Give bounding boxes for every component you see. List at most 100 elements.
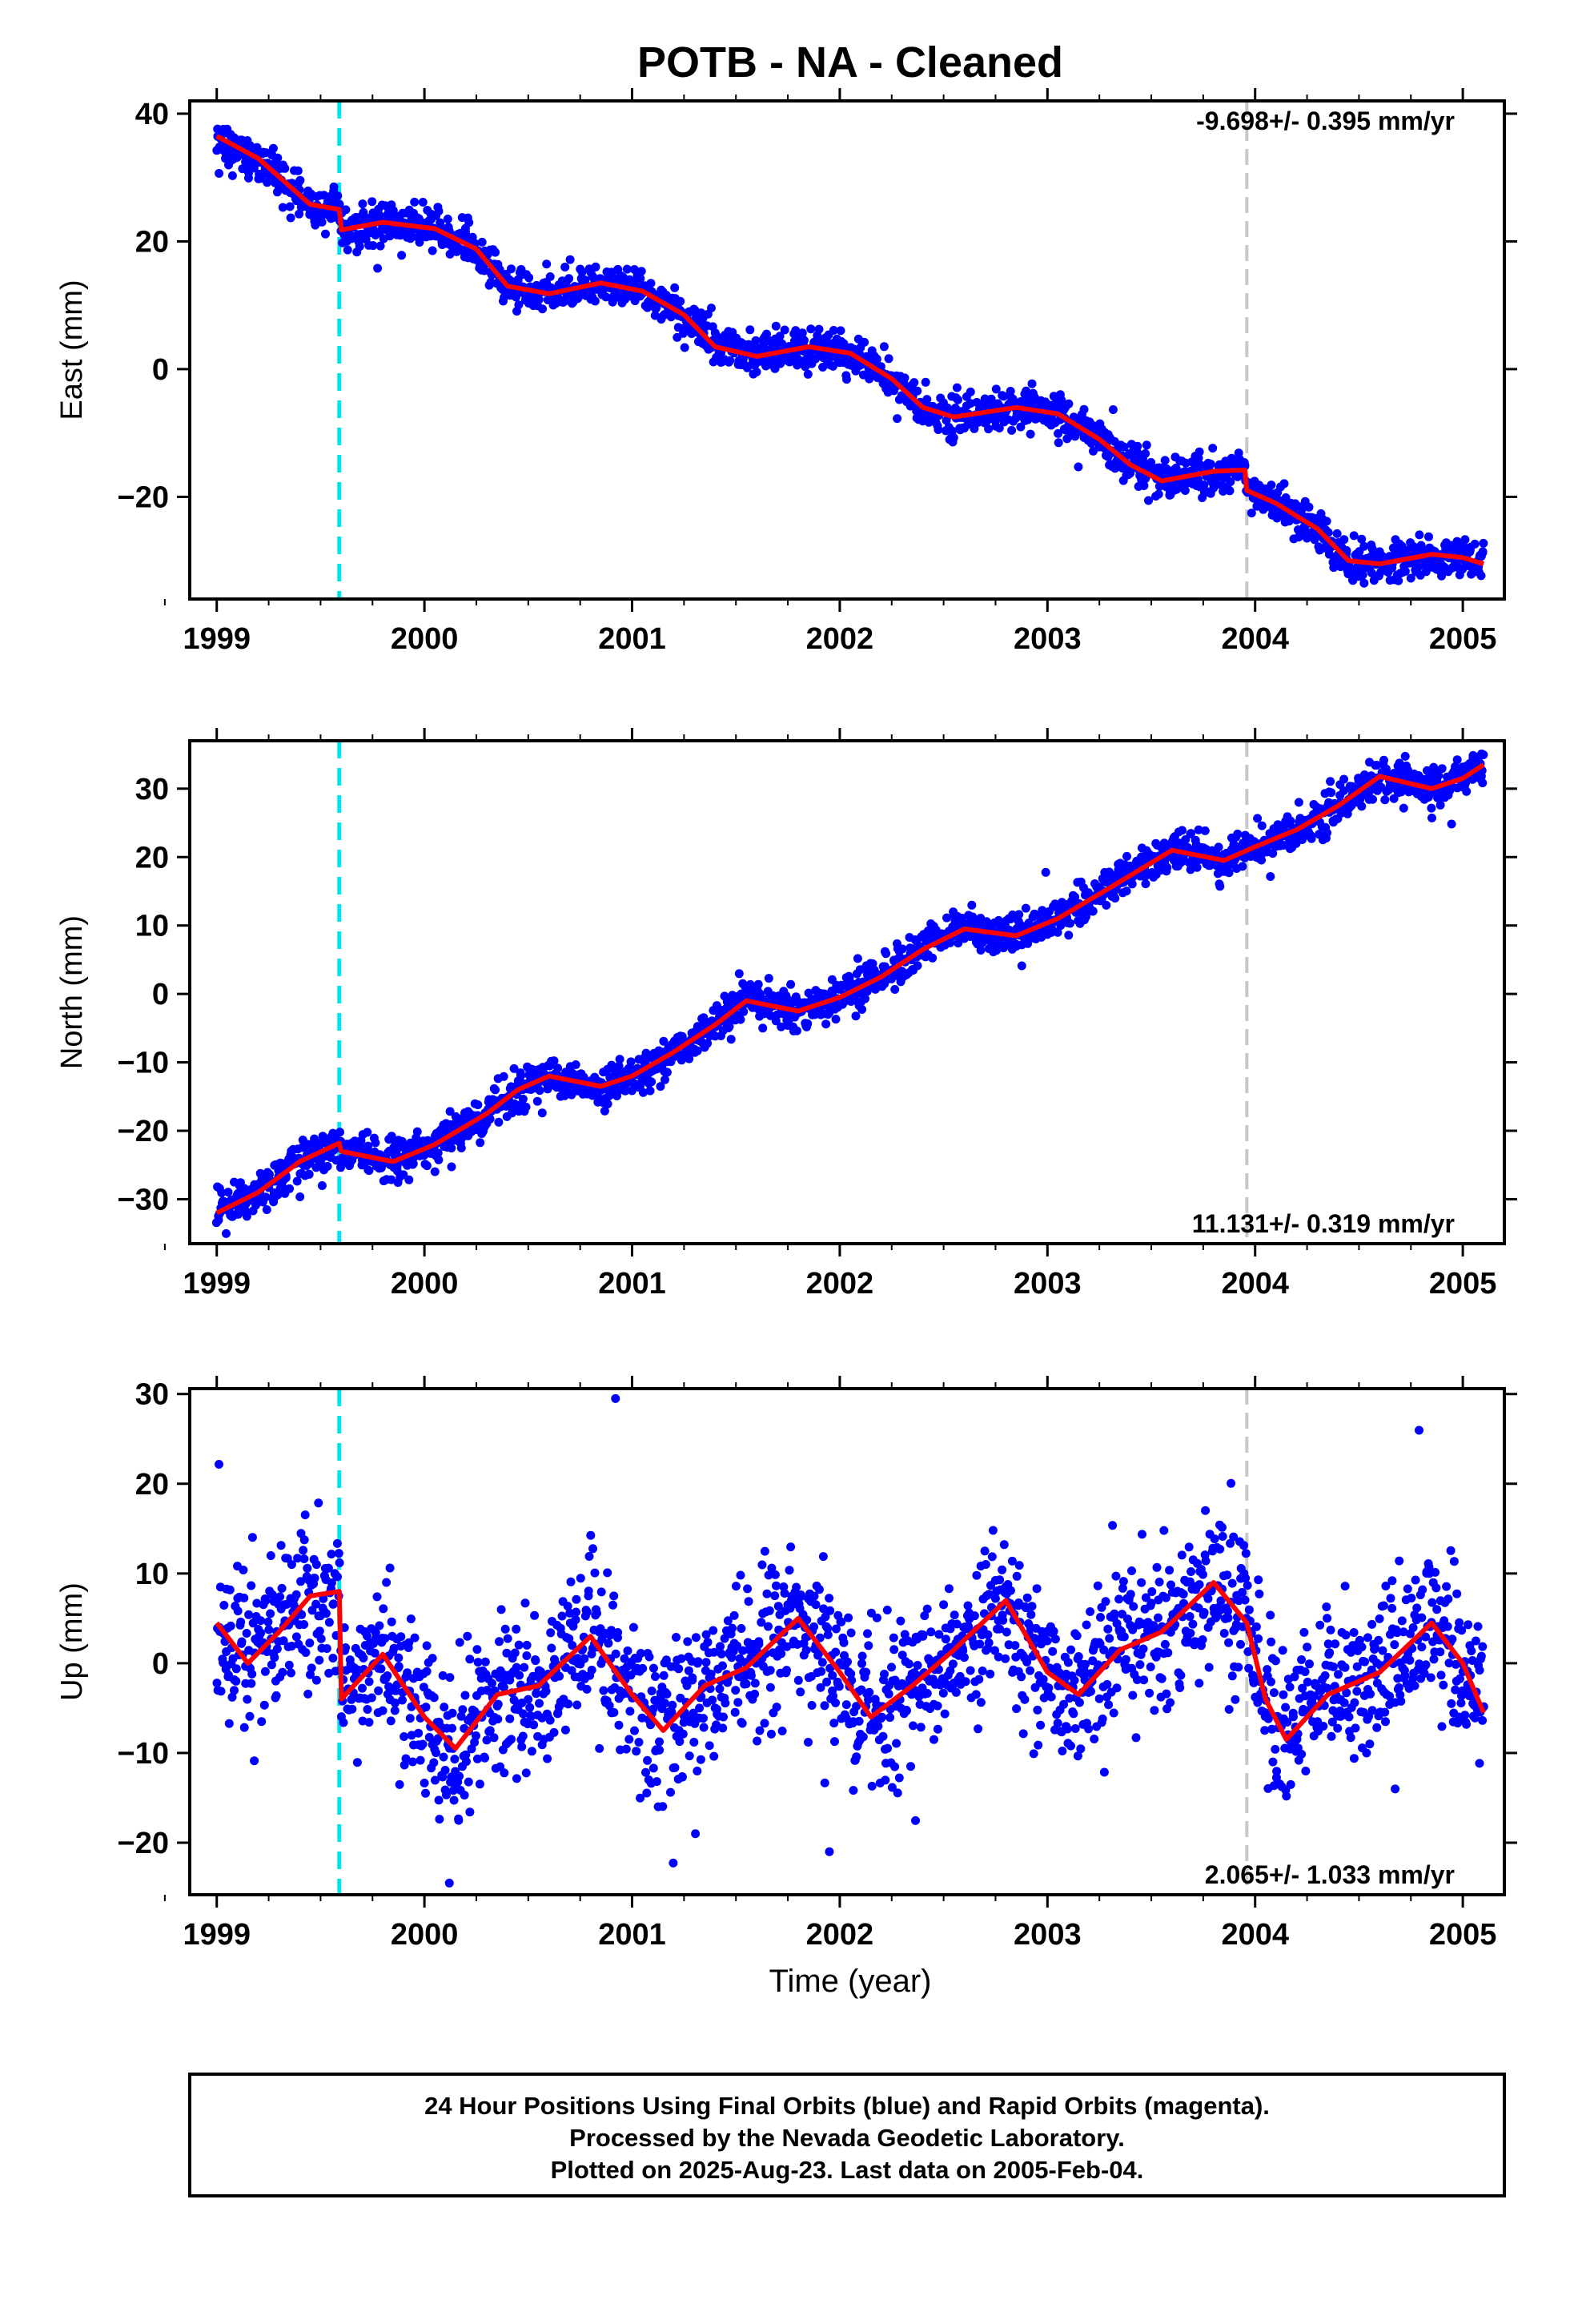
- data-point: [1476, 571, 1486, 581]
- data-point: [542, 259, 552, 269]
- data-point: [676, 296, 685, 306]
- data-point: [942, 913, 951, 923]
- data-point: [736, 1015, 745, 1024]
- data-point: [375, 1621, 384, 1630]
- data-point: [752, 368, 761, 376]
- data-point: [1268, 849, 1278, 858]
- data-point: [582, 1607, 592, 1617]
- data-point: [291, 1632, 301, 1642]
- velocity-label: 11.131+/- 0.319 mm/yr: [1192, 1209, 1455, 1238]
- data-point: [803, 369, 813, 379]
- data-point: [730, 1707, 740, 1717]
- data-point: [368, 241, 378, 251]
- data-point: [395, 1779, 404, 1789]
- y-tick-label: 30: [135, 773, 169, 806]
- data-point: [499, 1683, 508, 1692]
- data-point: [447, 1144, 456, 1153]
- data-point: [637, 1713, 647, 1723]
- data-point: [612, 1092, 621, 1100]
- data-point: [572, 1700, 582, 1710]
- data-point: [718, 1661, 727, 1671]
- data-point: [709, 1647, 719, 1657]
- data-point: [725, 1022, 734, 1031]
- data-point: [383, 1671, 392, 1680]
- data-point: [1016, 422, 1026, 432]
- data-point: [407, 1731, 416, 1740]
- data-point: [776, 359, 785, 368]
- data-point: [1479, 750, 1488, 759]
- data-point: [424, 1732, 434, 1742]
- data-point: [666, 1787, 675, 1797]
- data-point: [226, 1621, 235, 1630]
- data-point: [772, 1703, 781, 1712]
- data-point: [777, 1727, 787, 1735]
- data-point: [247, 1679, 256, 1688]
- data-point: [1110, 894, 1120, 903]
- data-point: [861, 994, 869, 1003]
- data-point: [797, 1591, 806, 1601]
- data-point: [957, 913, 966, 923]
- data-point: [311, 1599, 321, 1609]
- data-point: [217, 1188, 227, 1197]
- data-point: [339, 1718, 348, 1727]
- data-point: [514, 1640, 524, 1650]
- data-point: [571, 1060, 580, 1069]
- data-point: [557, 1611, 567, 1621]
- data-point: [648, 1763, 658, 1773]
- data-point: [231, 1676, 241, 1686]
- data-point: [416, 1755, 425, 1765]
- data-point: [1172, 485, 1182, 494]
- data-point: [248, 1618, 258, 1628]
- data-point: [373, 263, 383, 273]
- data-point: [669, 1858, 678, 1868]
- x-tick-label: 2003: [1014, 1267, 1082, 1301]
- data-point: [525, 1703, 535, 1712]
- data-point: [251, 1200, 261, 1210]
- data-point: [588, 1544, 597, 1554]
- data-point: [396, 1632, 406, 1642]
- data-point: [301, 1648, 311, 1657]
- data-point: [603, 1100, 612, 1108]
- data-point: [406, 1614, 416, 1623]
- data-point: [756, 989, 765, 999]
- data-point: [829, 361, 837, 371]
- data-point: [709, 1751, 719, 1761]
- data-point: [434, 207, 444, 216]
- data-point: [765, 1666, 775, 1675]
- data-point: [643, 1755, 652, 1765]
- data-point: [397, 251, 407, 260]
- data-point: [445, 1673, 455, 1683]
- data-point: [683, 1637, 693, 1647]
- data-point: [680, 343, 689, 352]
- data-point: [358, 199, 367, 209]
- data-point: [1267, 480, 1276, 490]
- data-point: [1142, 440, 1151, 450]
- data-point: [259, 1700, 269, 1710]
- data-point: [463, 1631, 472, 1641]
- data-point: [791, 326, 801, 336]
- data-point: [215, 169, 224, 178]
- data-point: [401, 1754, 411, 1763]
- data-point: [762, 1589, 772, 1598]
- data-point: [765, 1011, 775, 1020]
- data-point: [893, 414, 902, 424]
- data-point: [462, 1757, 471, 1767]
- data-point: [1006, 387, 1015, 396]
- data-point: [1253, 814, 1263, 823]
- y-axis-label: East (mm): [55, 279, 89, 420]
- data-point: [261, 1596, 271, 1606]
- data-point: [645, 1086, 655, 1096]
- data-point: [620, 1086, 630, 1096]
- data-point: [765, 1683, 775, 1692]
- data-point: [496, 1762, 505, 1771]
- data-point: [372, 1592, 382, 1602]
- data-point: [275, 1592, 285, 1602]
- data-point: [1133, 441, 1142, 451]
- data-point: [572, 1594, 581, 1604]
- data-point: [271, 1691, 281, 1700]
- data-point: [677, 1772, 687, 1782]
- data-point: [239, 1593, 249, 1602]
- data-point: [1339, 774, 1349, 784]
- data-point: [765, 1606, 774, 1615]
- data-point: [227, 171, 237, 180]
